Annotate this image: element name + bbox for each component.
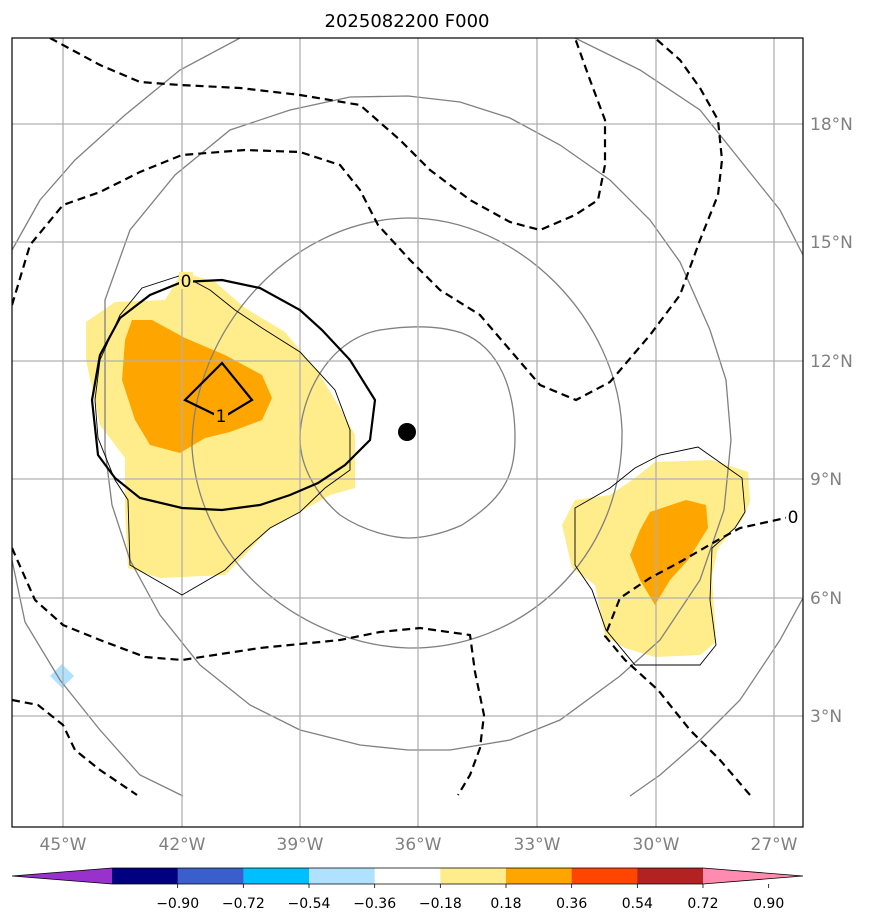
colorbar-segment: [374, 868, 441, 884]
dashed-contours: [12, 38, 791, 796]
lat-label: 15°N: [810, 233, 853, 253]
storm-center-marker: [398, 423, 416, 441]
lat-label: 9°N: [810, 470, 842, 490]
colorbar-segment: [177, 868, 244, 884]
map-area: 0 1 0: [12, 38, 803, 827]
graticule: [12, 38, 803, 827]
map-frame: [11, 37, 804, 828]
colorbar-tick-label: 0.54: [622, 896, 653, 912]
map-title: 2025082200 F000: [325, 11, 490, 32]
colorbar-tick-label: −0.54: [288, 896, 331, 912]
colorbar-extend-low: [12, 868, 112, 884]
colorbar-tick-label: −0.36: [353, 896, 396, 912]
lon-label: 36°W: [395, 835, 442, 855]
shade-negative-spot: [50, 664, 74, 688]
lon-label: 42°W: [159, 835, 206, 855]
lon-label: 27°W: [751, 835, 798, 855]
lat-label: 12°N: [810, 352, 853, 372]
lat-label: 6°N: [810, 589, 842, 609]
colorbar-extend-high: [703, 868, 803, 884]
colorbar-tick-label: 0.18: [490, 896, 521, 912]
colorbar-segment: [571, 868, 638, 884]
colorbar-segment: [309, 868, 376, 884]
lon-label: 45°W: [40, 835, 87, 855]
lat-label: 3°N: [810, 707, 842, 727]
colorbar-segment: [506, 868, 573, 884]
colorbar-tick-label: 0.36: [556, 896, 587, 912]
longitude-labels: 45°W 42°W 39°W 36°W 33°W 30°W 27°W: [40, 835, 798, 855]
lat-label: 18°N: [810, 115, 853, 135]
contour-label-zero-left: 0: [181, 272, 192, 292]
solid-contours: [90, 278, 377, 512]
colorbar-segment: [243, 868, 310, 884]
lon-label: 39°W: [277, 835, 324, 855]
lon-label: 30°W: [633, 835, 680, 855]
range-rings: [12, 38, 803, 797]
colorbar-tick-label: −0.18: [419, 896, 462, 912]
colorbar-tick-label: 0.90: [753, 896, 784, 912]
lon-label: 33°W: [514, 835, 561, 855]
colorbar-segment: [440, 868, 507, 884]
thin-contours: [94, 274, 746, 666]
colorbar-outline: [11, 867, 804, 885]
contour-label-one: 1: [216, 407, 227, 427]
colorbar: −0.90 −0.72 −0.54 −0.36 −0.18 0.18 0.36 0.54 0.7…: [11, 867, 804, 912]
colorbar-segment: [637, 868, 704, 884]
latitude-labels: 18°N 15°N 12°N 9°N 6°N 3°N: [810, 115, 853, 727]
colorbar-segment: [112, 868, 179, 884]
colorbar-tick-label: 0.72: [687, 896, 718, 912]
contour-label-zero-right: 0: [788, 508, 799, 528]
colorbar-tick-label: −0.72: [222, 896, 265, 912]
colorbar-tick-label: −0.90: [156, 896, 199, 912]
